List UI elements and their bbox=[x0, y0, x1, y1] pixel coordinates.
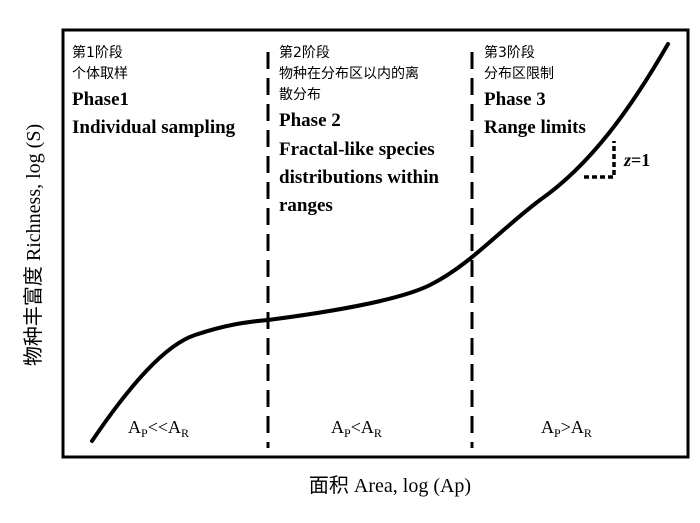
phase-2-label: 第2阶段 物种在分布区以内的离 散分布 Phase 2 Fractal-like… bbox=[279, 44, 439, 216]
phase-1-cn-line-1: 第1阶段 bbox=[72, 44, 123, 61]
y-axis-label: 物种丰富度 Richness, log (S) bbox=[22, 124, 45, 366]
x-axis-label: 面积 Area, log (Ap) bbox=[309, 474, 471, 497]
phase-2-cn-line-2: 物种在分布区以内的离 bbox=[279, 65, 419, 82]
phase-2-en-line-1: Phase 2 bbox=[279, 110, 341, 131]
phase-1-en-line-2: Individual sampling bbox=[72, 117, 236, 138]
phase-1-en-line-1: Phase1 bbox=[72, 89, 129, 110]
phase-2-en-line-2: Fractal-like species bbox=[279, 139, 435, 160]
region-label-2: AP<AR bbox=[331, 417, 382, 440]
phase-3-cn-line-1: 第3阶段 bbox=[484, 44, 535, 61]
phase-2-en-line-3: distributions within bbox=[279, 167, 439, 188]
phase-2-cn-line-1: 第2阶段 bbox=[279, 44, 330, 61]
phase-1-label: 第1阶段 个体取样 Phase1 Individual sampling bbox=[72, 44, 236, 138]
phase-3-label: 第3阶段 分布区限制 Phase 3 Range limits bbox=[484, 44, 586, 138]
phase-3-cn-line-2: 分布区限制 bbox=[484, 66, 554, 82]
species-area-curve bbox=[90, 42, 670, 443]
phase-2-en-line-4: ranges bbox=[279, 195, 333, 216]
plot-frame bbox=[61, 28, 690, 459]
phase-3-en-line-1: Phase 3 bbox=[484, 89, 546, 110]
region-label-1: AP<<AR bbox=[128, 417, 189, 440]
phase-3-en-line-2: Range limits bbox=[484, 117, 586, 138]
slope-label: z=1 bbox=[623, 150, 650, 170]
phase-2-cn-line-3: 散分布 bbox=[279, 87, 321, 103]
phase-1-cn-line-2: 个体取样 bbox=[72, 66, 128, 82]
slope-indicator bbox=[584, 141, 616, 179]
region-label-3: AP>AR bbox=[541, 417, 592, 440]
